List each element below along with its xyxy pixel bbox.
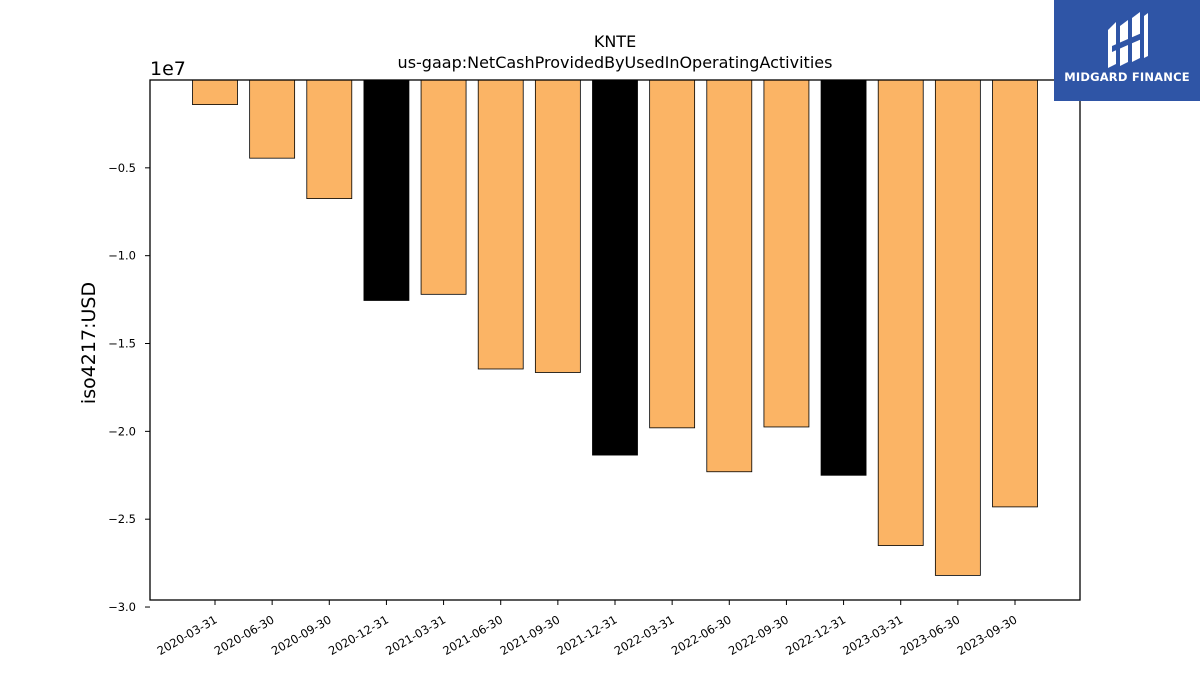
bar-2023-09-30: [992, 79, 1038, 508]
chart-subtitle: us-gaap:NetCashProvidedByUsedInOperating…: [398, 53, 833, 72]
chart-title: KNTE: [594, 32, 636, 51]
x-tick-label: 2020-12-31: [326, 612, 391, 658]
x-tick-label: 2022-09-30: [726, 612, 791, 658]
x-tick-label: 2023-09-30: [955, 612, 1020, 658]
x-tick-label: 2023-06-30: [897, 612, 962, 658]
x-ticks-group: 2020-03-312020-06-302020-09-302020-12-31…: [155, 600, 1020, 658]
x-tick-label: 2022-12-31: [783, 612, 848, 658]
x-tick-label: 2023-03-31: [840, 612, 905, 658]
x-tick-label: 2021-09-30: [497, 612, 562, 658]
midgard-logo-icon: [1108, 12, 1148, 68]
x-tick-label: 2022-06-30: [669, 612, 734, 658]
bar-2021-03-31: [420, 79, 467, 295]
bar-2022-06-30: [706, 79, 753, 473]
y-tick-label: −2.0: [108, 424, 136, 438]
bar-2023-06-30: [934, 79, 981, 576]
plot-frame: [149, 79, 1081, 601]
bar-2020-09-30: [306, 79, 353, 199]
y-ticks-group: −0.5 −1.0 −1.5 −2.0 −2.5 −3.0: [108, 161, 150, 614]
bar-2023-03-31: [877, 79, 924, 546]
logo-name: MIDGARD FINANCE: [1064, 70, 1190, 84]
y-tick-label: −2.5: [108, 512, 136, 526]
y-tick-label: −1.0: [108, 249, 136, 263]
bar-2020-12-31: [363, 79, 410, 301]
y-offset-label: 1e7: [150, 58, 186, 80]
bar-2021-12-31: [592, 79, 638, 456]
x-tick-label: 2022-03-31: [612, 612, 677, 658]
x-tick-label: 2020-09-30: [269, 612, 334, 658]
y-axis-label: iso4217:USD: [78, 282, 100, 404]
bar-2022-12-31: [820, 79, 867, 476]
bar-2022-09-30: [763, 79, 810, 428]
x-tick-label: 2021-03-31: [383, 612, 448, 658]
bar-2020-06-30: [249, 79, 296, 159]
bars-group: [192, 79, 1038, 576]
bar-2021-09-30: [534, 79, 581, 373]
x-tick-label: 2021-06-30: [440, 612, 505, 658]
y-tick-label: −0.5: [108, 161, 136, 175]
y-tick-label: −1.5: [108, 337, 136, 351]
x-tick-label: 2021-12-31: [555, 612, 620, 658]
midgard-finance-logo: MIDGARD FINANCE: [1054, 0, 1200, 101]
bar-2022-03-31: [649, 79, 696, 429]
y-tick-label: −3.0: [108, 600, 136, 614]
bar-2021-06-30: [477, 79, 524, 370]
x-tick-label: 2020-06-30: [212, 612, 277, 658]
x-tick-label: 2020-03-31: [155, 612, 220, 658]
bar-2020-03-31: [192, 79, 238, 105]
